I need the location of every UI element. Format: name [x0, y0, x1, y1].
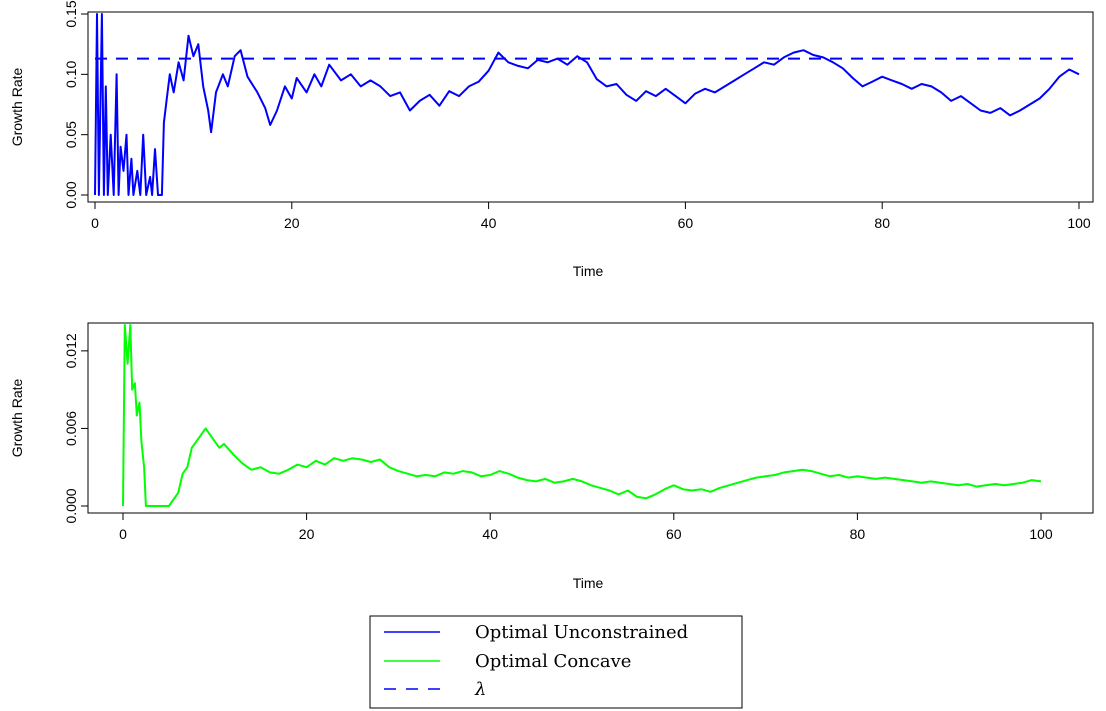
bottom-x-tick-label-5: 100 — [1029, 526, 1053, 542]
top-y-tick-label-2: 0.10 — [63, 60, 79, 87]
top-x-axis: 0 20 40 60 80 100 — [91, 202, 1091, 231]
bottom-panel: 0 20 40 60 80 100 0.000 0.006 0.012 Time Growth… — [9, 322, 1094, 591]
bottom-x-axis-title: Time — [573, 575, 604, 591]
bottom-x-tick-label-1: 20 — [299, 526, 315, 542]
top-y-axis-title: Growth Rate — [9, 67, 25, 146]
top-plot-frame — [87, 11, 1094, 203]
top-panel: 0 20 40 60 80 100 0.00 0.05 0.10 0.15 Time Growt… — [9, 0, 1094, 279]
legend-label-lambda: λ — [474, 679, 486, 700]
top-x-tick-label-2: 40 — [481, 215, 497, 231]
legend-label-concave: Optimal Concave — [475, 651, 631, 672]
bottom-series-line-0 — [122, 324, 1042, 507]
bottom-x-tick-label-0: 0 — [119, 526, 127, 542]
bottom-y-axis: 0.000 0.006 0.012 — [63, 333, 89, 524]
top-x-tick-label-1: 20 — [284, 215, 300, 231]
top-y-tick-label-3: 0.15 — [63, 0, 79, 27]
top-x-tick-label-3: 60 — [678, 215, 694, 231]
top-x-axis-title: Time — [573, 263, 604, 279]
bottom-series-group — [122, 324, 1042, 507]
bottom-y-tick-label-1: 0.006 — [63, 411, 79, 446]
top-x-tick-label-5: 100 — [1067, 215, 1091, 231]
legend: Optimal Unconstrained Optimal Concave λ — [369, 615, 743, 709]
legend-label-unconstrained: Optimal Unconstrained — [475, 622, 688, 643]
bottom-y-tick-label-0: 0.000 — [63, 488, 79, 523]
top-y-tick-label-0: 0.00 — [63, 181, 79, 208]
top-series-group — [94, 13, 1080, 196]
bottom-y-axis-title: Growth Rate — [9, 378, 25, 457]
top-series-line-0 — [94, 13, 1080, 196]
bottom-x-tick-label-4: 80 — [850, 526, 866, 542]
top-y-tick-label-1: 0.05 — [63, 121, 79, 148]
bottom-y-tick-label-2: 0.012 — [63, 333, 79, 368]
bottom-x-tick-label-2: 40 — [482, 526, 498, 542]
top-x-tick-label-4: 80 — [874, 215, 890, 231]
bottom-x-tick-label-3: 60 — [666, 526, 682, 542]
top-y-axis: 0.00 0.05 0.10 0.15 — [63, 0, 89, 209]
top-x-tick-label-0: 0 — [91, 215, 99, 231]
bottom-x-axis: 0 20 40 60 80 100 — [119, 513, 1053, 542]
